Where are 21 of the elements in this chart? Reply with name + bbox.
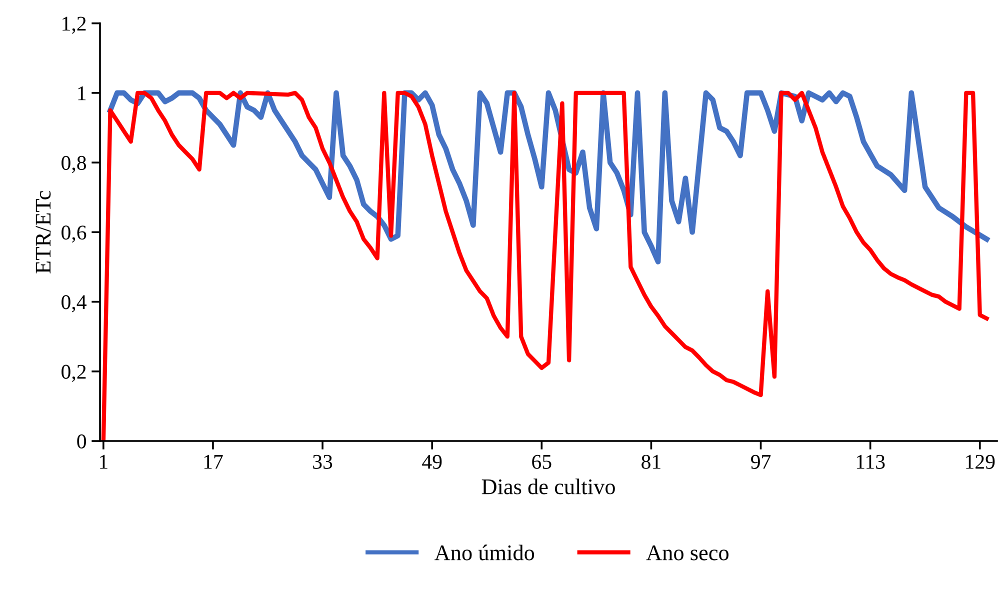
x-tick-label: 129	[966, 454, 995, 469]
y-tick-label: 0,6	[62, 226, 86, 243]
x-tick-label: 97	[751, 454, 771, 469]
y-tick-label: 0	[77, 434, 86, 448]
x-tick-label: 1	[100, 454, 108, 469]
x-tick-label: 65	[532, 454, 552, 469]
y-tick-label: 0,4	[62, 295, 86, 312]
line-series	[101, 90, 989, 442]
x-tick-label: 113	[856, 454, 885, 469]
x-tick-label: 17	[204, 454, 223, 469]
y-tick-label: 1,2	[62, 16, 86, 34]
y-tick-label: 0,8	[62, 156, 86, 173]
x-axis-title: Dias de cultivo	[482, 478, 615, 494]
legend-label: Ano seco	[646, 545, 729, 560]
x-tick-label: 49	[422, 454, 442, 469]
legend-label: Ano úmido	[434, 544, 534, 560]
y-tick-label: 0,2	[62, 364, 86, 382]
x-tick-label: 81	[642, 454, 660, 469]
y-tick-label: 1	[78, 86, 86, 100]
y-axis-title: ETR/ETc	[36, 191, 51, 274]
x-tick-label: 33	[313, 454, 332, 469]
